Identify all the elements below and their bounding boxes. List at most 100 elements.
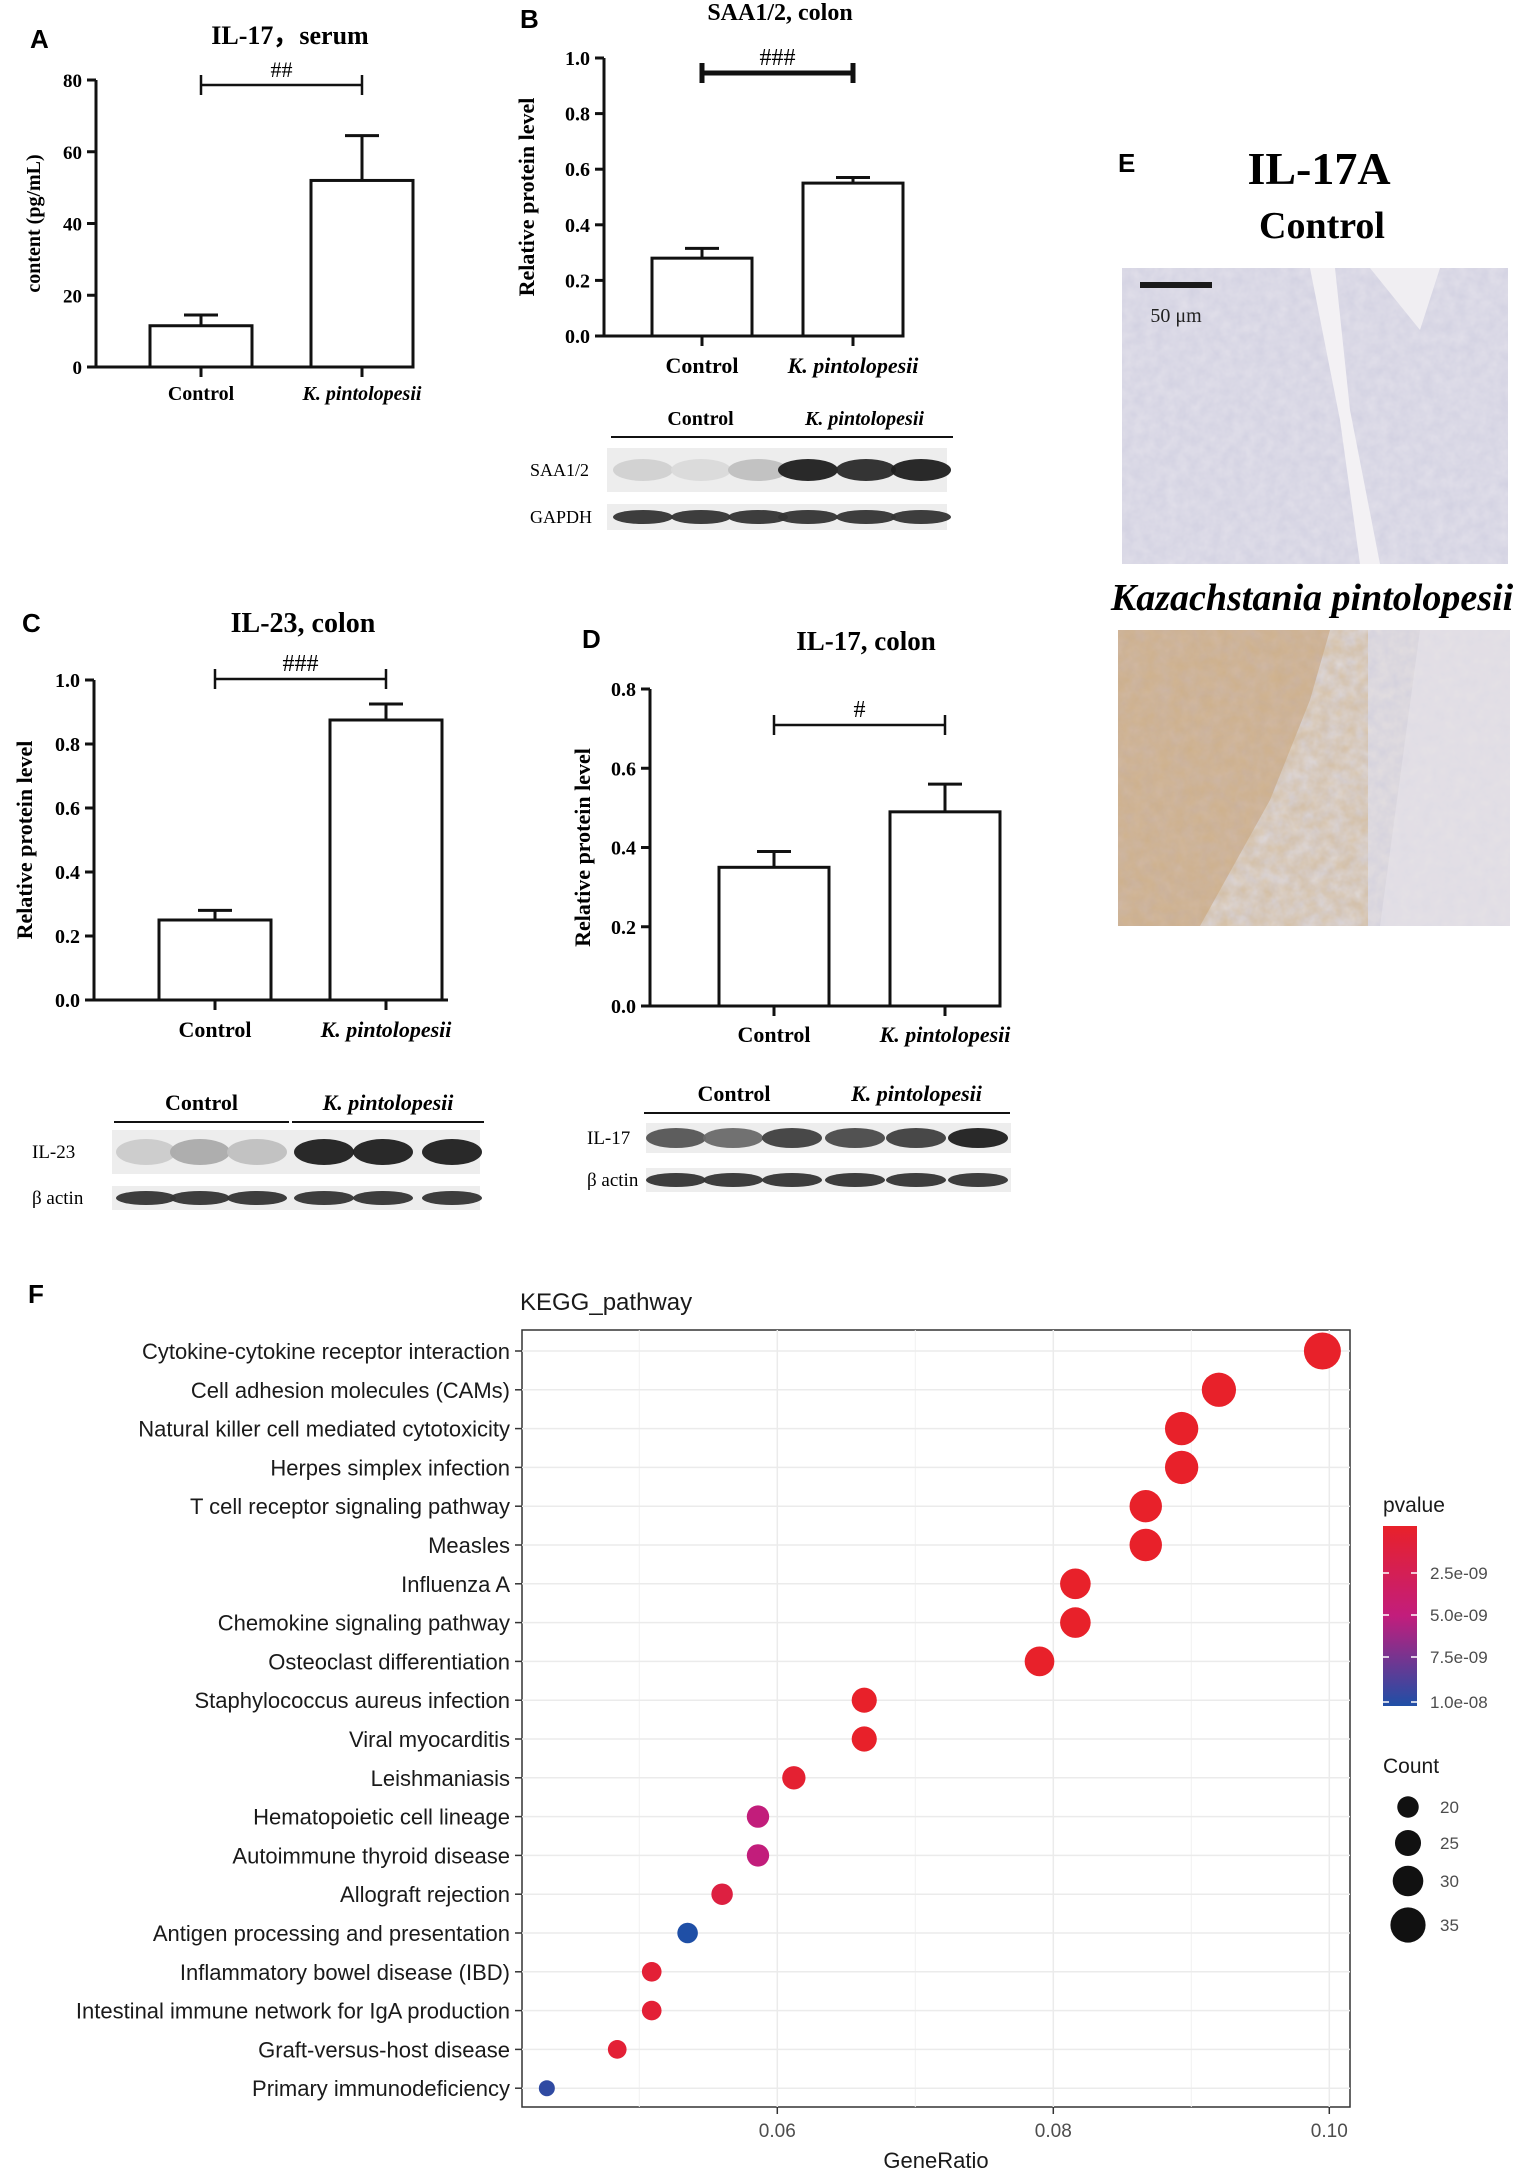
blot-band bbox=[422, 1191, 482, 1205]
y-tick-label: Chemokine signaling pathway bbox=[218, 1611, 510, 1636]
blot-band bbox=[778, 510, 838, 524]
y-tick-label: Hematopoietic cell lineage bbox=[253, 1805, 510, 1830]
blot-band bbox=[227, 1139, 287, 1165]
chart-title: IL-17, colon bbox=[796, 626, 936, 656]
blot-band bbox=[646, 1173, 706, 1187]
blot-band bbox=[646, 1128, 706, 1148]
color-legend-label: 7.5e-09 bbox=[1430, 1648, 1488, 1667]
blot-band bbox=[825, 1173, 885, 1187]
x-tick-label: 0.08 bbox=[1035, 2121, 1072, 2142]
y-tick-label: Graft-versus-host disease bbox=[258, 2037, 510, 2062]
chart-title: IL-17，serum bbox=[211, 21, 369, 50]
micrograph-kazachstania bbox=[1118, 630, 1510, 926]
blot-group-label: K. pintolopesii bbox=[850, 1081, 983, 1106]
bar bbox=[717, 865, 831, 1008]
y-tick-label: Natural killer cell mediated cytotoxicit… bbox=[138, 1417, 510, 1442]
x-tick-label: K. pintolopesii bbox=[787, 353, 920, 378]
y-tick-label: 0.0 bbox=[565, 326, 590, 348]
y-tick-label: Leishmaniasis bbox=[371, 1766, 510, 1791]
y-tick-label: Antigen processing and presentation bbox=[153, 1921, 510, 1946]
color-legend-bar bbox=[1383, 1526, 1417, 1706]
y-tick-label: Influenza A bbox=[401, 1572, 510, 1597]
data-point bbox=[1164, 1411, 1199, 1446]
y-tick-label: 0.6 bbox=[55, 798, 80, 820]
blot-row-label: SAA1/2 bbox=[530, 460, 589, 480]
blot-band bbox=[728, 459, 788, 481]
y-tick-label: 0.4 bbox=[55, 862, 80, 884]
bar bbox=[157, 918, 273, 1002]
y-tick-label: 0.4 bbox=[565, 215, 590, 237]
y-tick-label: 0.2 bbox=[565, 270, 590, 292]
y-tick-label: 0 bbox=[73, 358, 83, 379]
y-tick-label: 1.0 bbox=[565, 48, 590, 70]
size-legend-dot bbox=[1397, 1796, 1419, 1818]
blot-band bbox=[891, 459, 951, 481]
y-axis-label: Relative protein level bbox=[12, 741, 37, 940]
blot-group-label: Control bbox=[667, 408, 734, 430]
y-tick-label: 0.0 bbox=[55, 990, 80, 1012]
blot-band bbox=[703, 1128, 763, 1148]
panel-e-kp-label: Kazachstania pintolopesii bbox=[1110, 577, 1514, 619]
panel-c: 0.0 0.2 0.4 0.6 0.8 1.0 Relative protein level… bbox=[12, 608, 484, 1210]
blot-row-label: IL-23 bbox=[32, 1142, 75, 1163]
y-tick-label: Osteoclast differentiation bbox=[268, 1649, 510, 1674]
chart-title: KEGG_pathway bbox=[520, 1289, 692, 1316]
panel-d: 0.0 0.2 0.4 0.6 0.8 Relative protein level Con… bbox=[570, 626, 1011, 1192]
size-legend-label: 20 bbox=[1440, 1798, 1459, 1817]
blot-band bbox=[170, 1139, 230, 1165]
data-point bbox=[538, 2080, 555, 2097]
data-point bbox=[782, 1766, 806, 1790]
data-point bbox=[641, 1961, 662, 1982]
blot-band bbox=[703, 1173, 763, 1187]
y-tick-label: Primary immunodeficiency bbox=[252, 2076, 510, 2101]
data-point bbox=[1060, 1568, 1091, 1600]
data-point bbox=[711, 1883, 733, 1905]
blot-band bbox=[422, 1139, 482, 1165]
bar bbox=[650, 256, 754, 338]
y-tick-label: Autoimmune thyroid disease bbox=[232, 1843, 510, 1868]
blot-band bbox=[836, 459, 896, 481]
size-legend-title: Count bbox=[1383, 1755, 1439, 1778]
size-legend-label: 35 bbox=[1440, 1916, 1459, 1935]
y-tick-label: T cell receptor signaling pathway bbox=[190, 1494, 510, 1519]
y-axis-label: Relative protein level bbox=[570, 748, 595, 947]
blot-band bbox=[227, 1191, 287, 1205]
y-axis-label: content (pg/mL) bbox=[23, 154, 45, 292]
blot-band bbox=[353, 1139, 413, 1165]
blot-row-label: β actin bbox=[587, 1170, 639, 1191]
blot-band bbox=[825, 1128, 885, 1148]
size-legend-dot bbox=[1394, 1829, 1422, 1857]
blot-band bbox=[836, 510, 896, 524]
bar bbox=[888, 810, 1002, 1008]
data-point bbox=[851, 1687, 877, 1713]
y-tick-label: 60 bbox=[63, 143, 82, 164]
blot-band bbox=[728, 510, 788, 524]
blot-band bbox=[170, 1191, 230, 1205]
y-tick-label: Allograft rejection bbox=[340, 1882, 510, 1907]
panel-b: 0.0 0.2 0.4 0.6 0.8 1.0 Relative protein level… bbox=[514, 0, 953, 530]
panel-letter-e: E bbox=[1118, 148, 1135, 178]
x-tick-label: K. pintolopesii bbox=[879, 1022, 1012, 1047]
blot-band bbox=[294, 1139, 354, 1165]
significance-marker: # bbox=[854, 697, 866, 723]
panel-a: 0 20 40 60 80 content (pg/mL) Control K. pintol… bbox=[23, 21, 422, 405]
panel-e-control-label: Control bbox=[1259, 205, 1385, 247]
y-tick-label: Intestinal immune network for IgA produc… bbox=[76, 1999, 510, 2024]
blot-group-label: Control bbox=[165, 1090, 238, 1115]
blot-row-label: GAPDH bbox=[530, 507, 592, 527]
significance-marker: ### bbox=[283, 651, 319, 677]
blot-band bbox=[778, 459, 838, 481]
panel-letter-c: C bbox=[22, 608, 41, 638]
data-point bbox=[1129, 1489, 1162, 1523]
blot-band bbox=[762, 1128, 822, 1148]
data-point bbox=[1201, 1372, 1237, 1407]
bar bbox=[148, 324, 254, 369]
panel-letter-f: F bbox=[28, 1279, 44, 1309]
y-tick-label: 0.8 bbox=[611, 679, 636, 701]
panel-letter-b: B bbox=[520, 4, 539, 34]
y-tick-label: 0.6 bbox=[565, 159, 590, 181]
data-point bbox=[746, 1805, 770, 1828]
y-tick-label: Measles bbox=[428, 1533, 510, 1558]
color-legend-label: 2.5e-09 bbox=[1430, 1564, 1488, 1583]
